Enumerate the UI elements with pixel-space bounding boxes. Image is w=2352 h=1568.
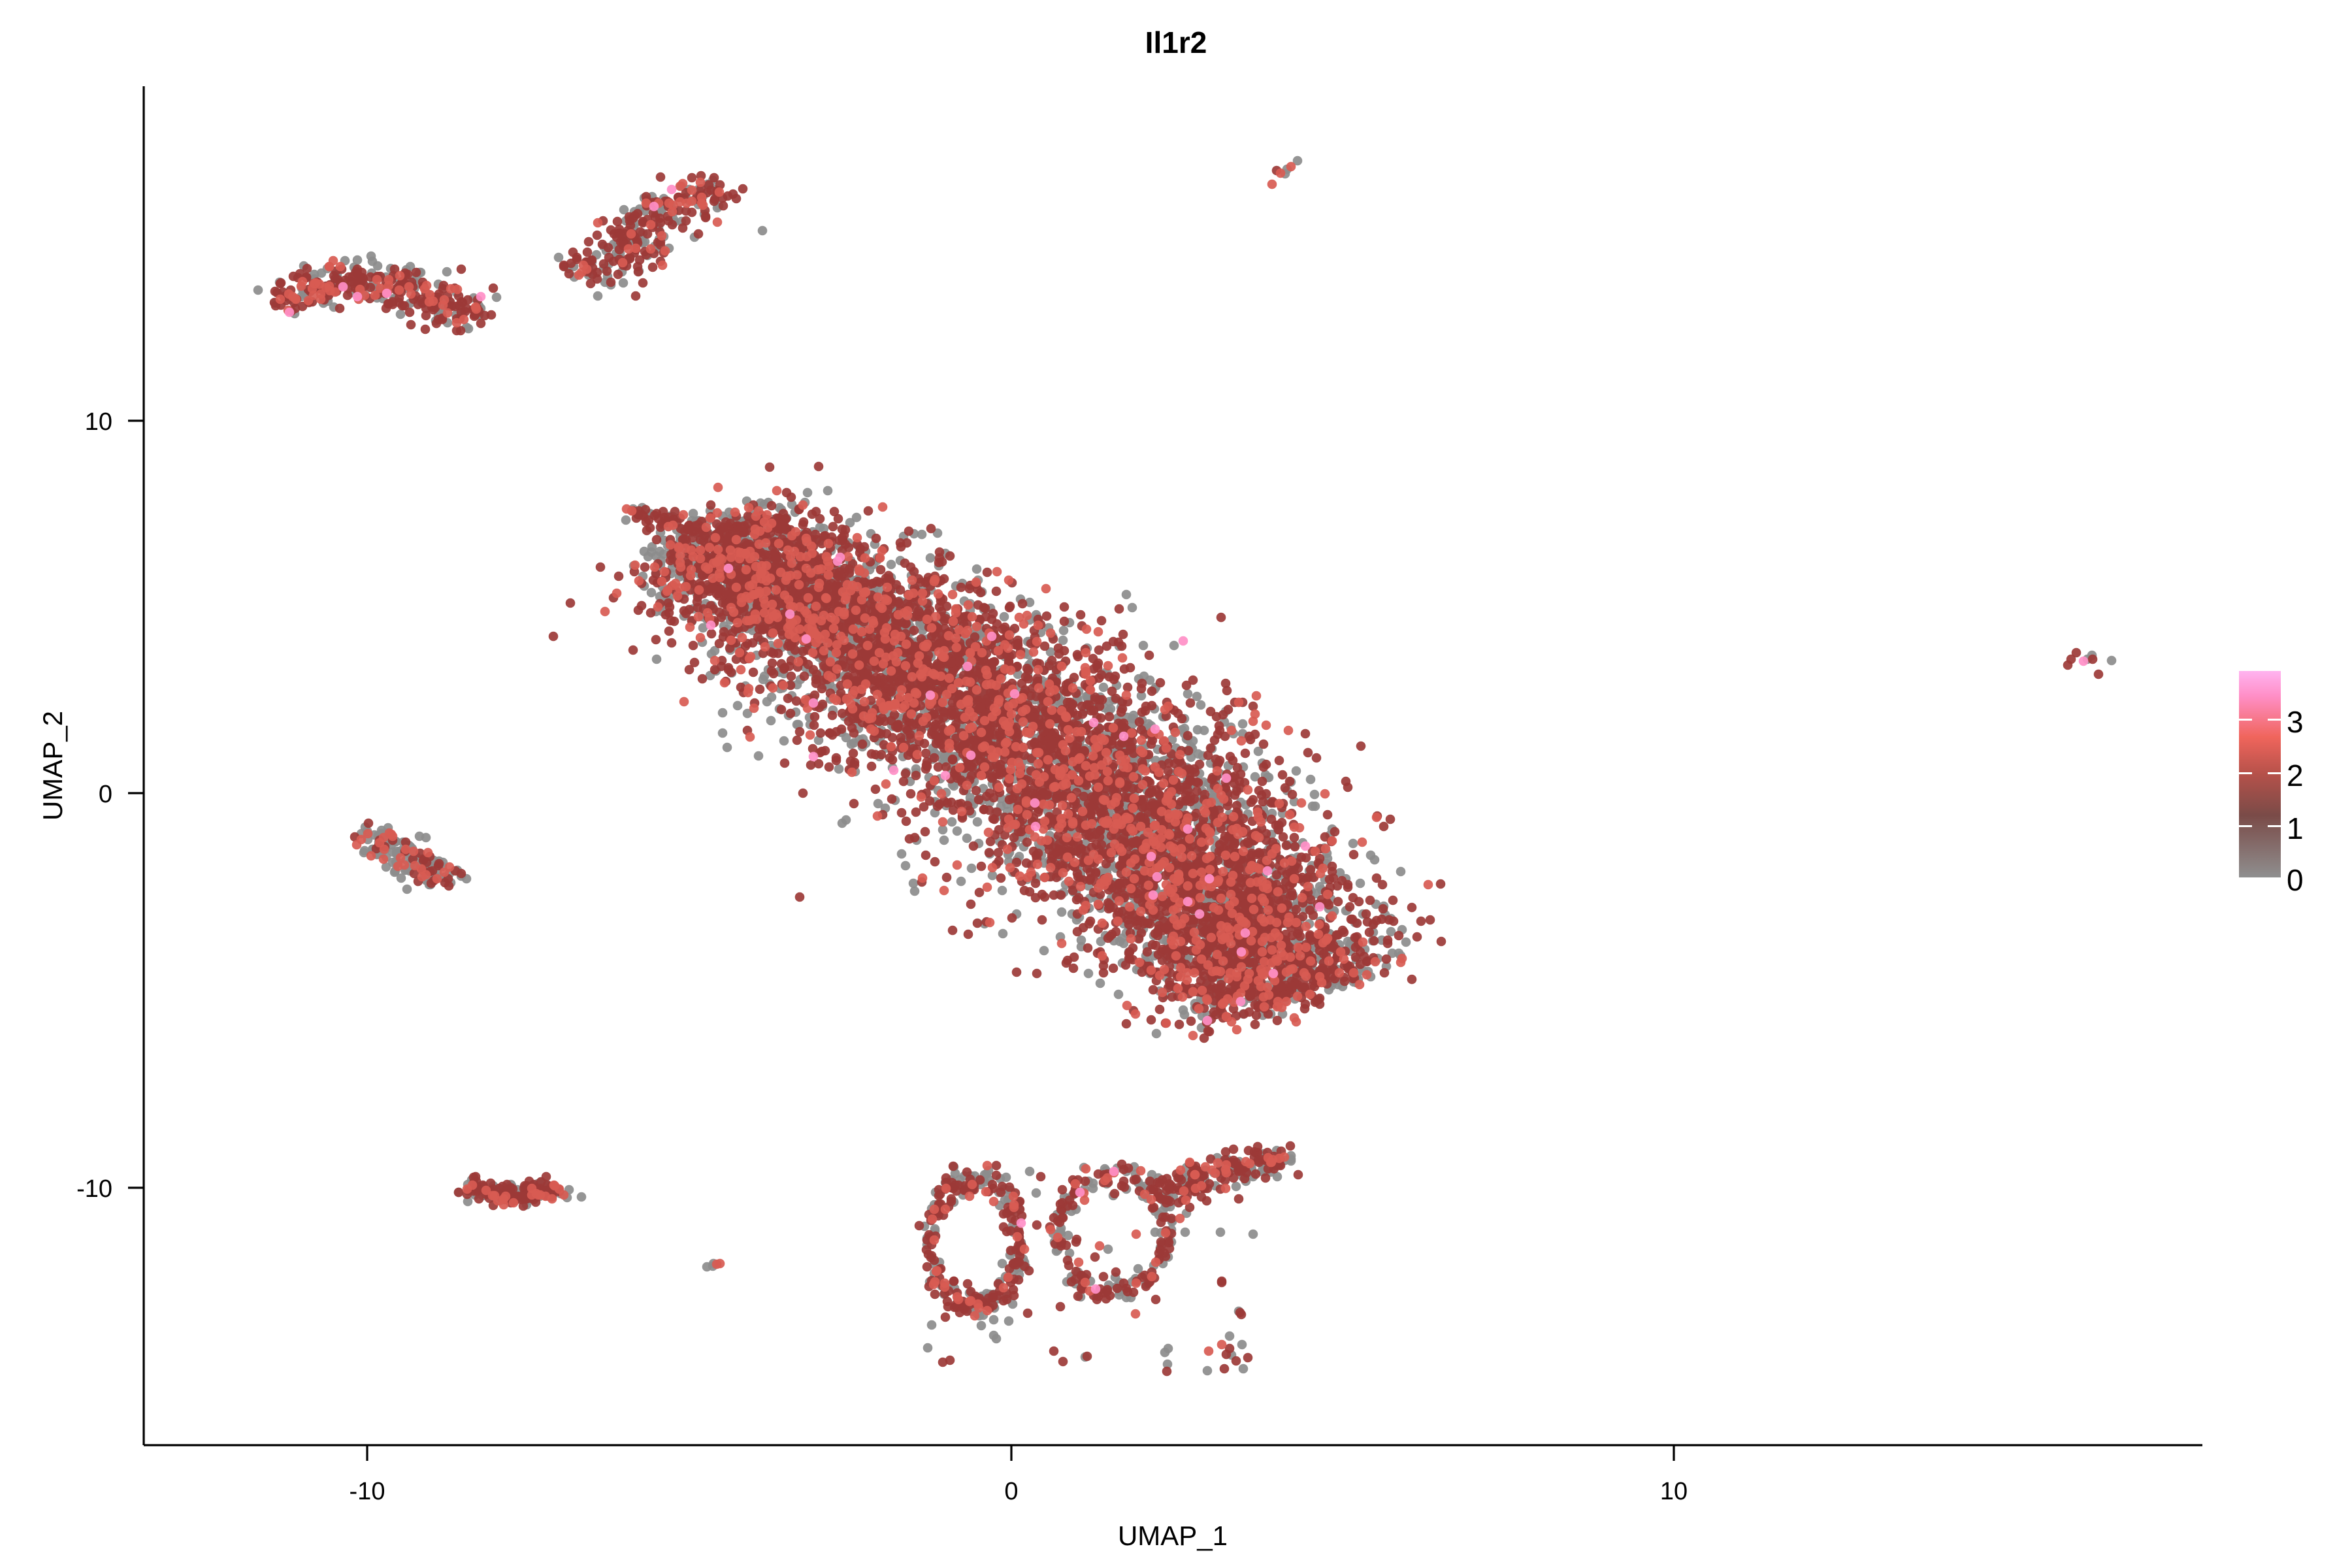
svg-text:0: 0 <box>99 781 112 808</box>
svg-text:UMAP_2: UMAP_2 <box>37 711 68 821</box>
svg-text:-10: -10 <box>350 1478 385 1505</box>
svg-text:0: 0 <box>1004 1478 1018 1505</box>
svg-text:10: 10 <box>1660 1478 1688 1505</box>
svg-text:-10: -10 <box>76 1175 112 1203</box>
svg-text:10: 10 <box>85 408 112 436</box>
svg-text:UMAP_1: UMAP_1 <box>1118 1520 1228 1551</box>
